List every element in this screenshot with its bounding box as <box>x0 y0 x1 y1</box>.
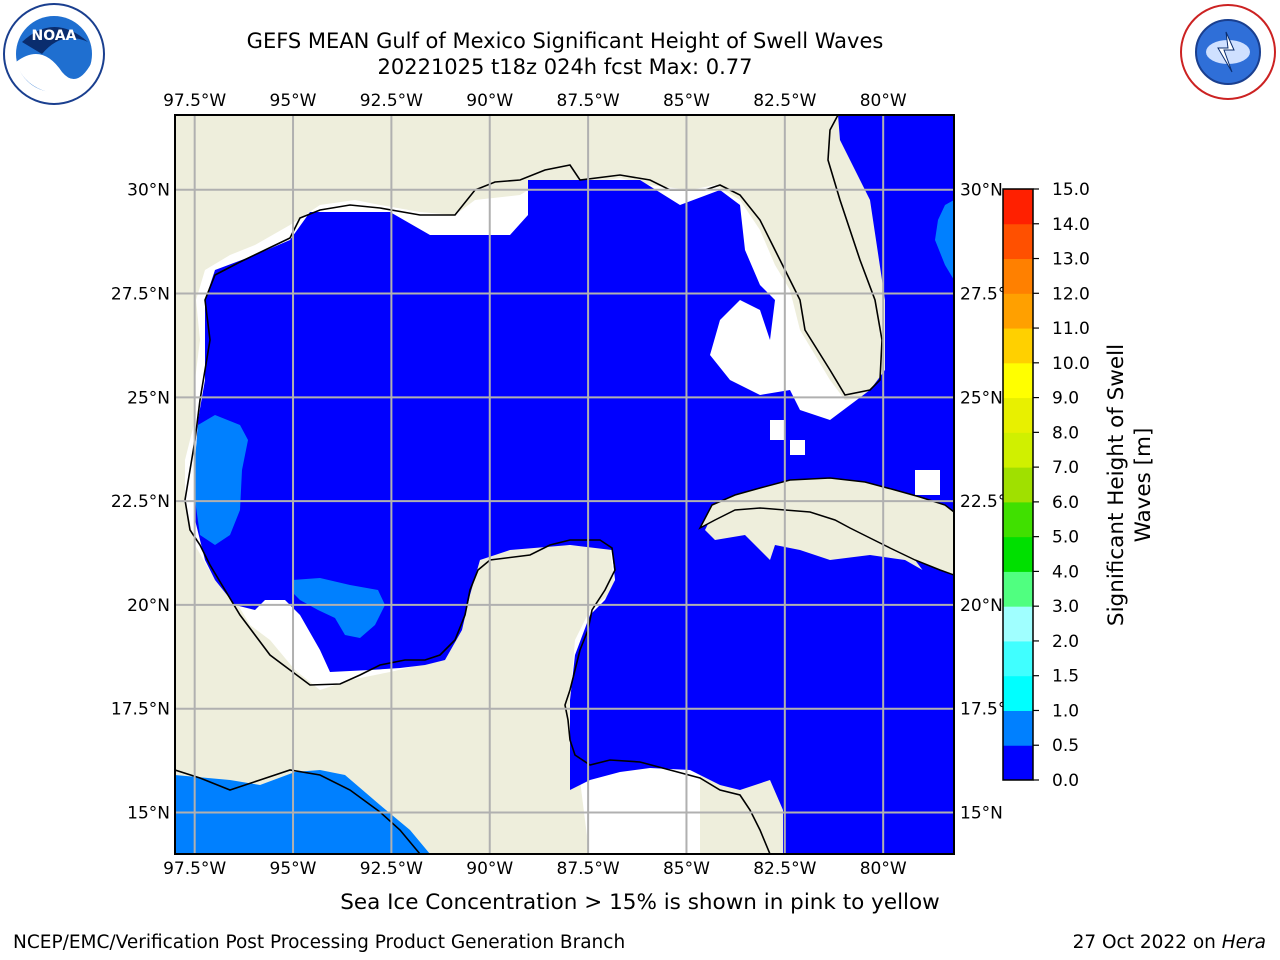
colorbar-tick-label: 4.0 <box>1052 562 1079 582</box>
colorbar-segment <box>1003 397 1033 433</box>
map-field <box>175 115 954 854</box>
lon-label-bottom: 82.5°W <box>753 859 816 879</box>
lon-label-bottom: 80°W <box>860 859 907 879</box>
colorbar-tick-label: 13.0 <box>1052 250 1090 270</box>
colorbar-segment <box>1003 258 1033 294</box>
colorbar-tick-label: 7.0 <box>1052 458 1079 478</box>
colorbar-tick-label: 15.0 <box>1052 180 1090 200</box>
colorbar-label-line1: Significant Height of Swell <box>1104 344 1129 626</box>
colorbar-frame <box>1002 188 1034 781</box>
colorbar-segment <box>1003 640 1033 677</box>
credit-date-text: 27 Oct 2022 on <box>1072 932 1222 953</box>
colorbar-tick-label: 0.5 <box>1052 736 1079 756</box>
colorbar-tick-label: 10.0 <box>1052 354 1090 374</box>
lon-label-bottom: 85°W <box>663 859 710 879</box>
colorbar-segment <box>1003 710 1033 746</box>
colorbar-segment <box>1003 223 1033 260</box>
lon-label-top: 80°W <box>860 91 907 111</box>
credit-host: Hera <box>1221 932 1266 953</box>
ocean-mask-islands <box>770 420 940 495</box>
colorbar-segment <box>1003 362 1033 399</box>
colorbar-tick-label: 12.0 <box>1052 284 1090 304</box>
colorbar-tick-label: 9.0 <box>1052 389 1079 409</box>
colorbar-tick-label: 11.0 <box>1052 319 1090 339</box>
longitude-labels-top: 97.5°W 95°W 92.5°W 90°W 87.5°W 85°W 82.5°W 80°W <box>163 91 907 111</box>
colorbar-segment <box>1003 501 1033 538</box>
lon-label-top: 85°W <box>663 91 710 111</box>
nws-logo-icon <box>1180 4 1276 100</box>
colorbar-segment <box>1003 467 1033 503</box>
colorbar-segment <box>1003 293 1033 329</box>
colorbar-tick-label: 8.0 <box>1052 423 1079 443</box>
credit-date: 27 Oct 2022 on Hera <box>1073 932 1266 953</box>
map-subtitle: 20221025 t18z 024h fcst Max: 0.77 <box>377 55 753 79</box>
latitude-labels-left: 30°N 27.5°N 25°N 22.5°N 20°N 17.5°N 15°N <box>111 181 170 824</box>
lon-label-top: 82.5°W <box>753 91 816 111</box>
lat-label-right: 15°N <box>960 803 1003 823</box>
lat-label-left: 17.5°N <box>111 700 170 720</box>
lon-label-top: 95°W <box>270 91 317 111</box>
colorbar-segment <box>1003 675 1033 711</box>
colorbar-tick-label: 3.0 <box>1052 597 1079 617</box>
lat-label-left: 20°N <box>127 596 170 616</box>
lon-label-bottom: 95°W <box>270 859 317 879</box>
colorbar-tick-label: 1.0 <box>1052 701 1079 721</box>
colorbar-tick-label: 14.0 <box>1052 215 1090 235</box>
lon-label-bottom: 90°W <box>466 859 513 879</box>
lon-label-top: 90°W <box>466 91 513 111</box>
ocean-swell-0-0.5m <box>195 115 954 854</box>
coastline-gulf <box>175 115 883 854</box>
noaa-logo-text: NOAA <box>32 28 77 44</box>
colorbar-segment <box>1003 606 1033 642</box>
colorbar-tick-label: 0.0 <box>1052 771 1079 791</box>
colorbar-label-line2: Waves [m] <box>1131 428 1156 543</box>
lat-label-left: 25°N <box>127 388 170 408</box>
lat-label-left: 27.5°N <box>111 285 170 305</box>
colorbar-segment <box>1003 189 1033 225</box>
lon-label-bottom: 97.5°W <box>163 859 226 879</box>
credit-branch: NCEP/EMC/Verification Post Processing Pr… <box>13 932 626 953</box>
lat-label-left: 15°N <box>127 803 170 823</box>
colorbar-tick-label: 5.0 <box>1052 528 1079 548</box>
map-title: GEFS MEAN Gulf of Mexico Significant Hei… <box>246 29 884 53</box>
lon-label-top: 87.5°W <box>557 91 620 111</box>
lat-label-left: 22.5°N <box>111 492 170 512</box>
lat-label-left: 30°N <box>127 181 170 201</box>
ocean-swell-0.5-1m-campeche <box>292 578 385 638</box>
colorbar-segment <box>1003 745 1033 781</box>
colorbar: 15.0 14.0 13.0 12.0 11.0 10.0 9.0 8.0 7.0 6.0 5.0 4… <box>1002 180 1090 791</box>
lon-label-bottom: 92.5°W <box>360 859 423 879</box>
graticule <box>175 115 954 854</box>
lat-label-right: 30°N <box>960 181 1003 201</box>
map-frame <box>174 114 955 855</box>
colorbar-segment <box>1003 571 1033 607</box>
colorbar-tick-label: 6.0 <box>1052 493 1079 513</box>
ocean-swell-0.5-1m-west <box>195 415 248 545</box>
lon-label-top: 97.5°W <box>163 91 226 111</box>
lon-label-bottom: 87.5°W <box>557 859 620 879</box>
noaa-logo-icon: NOAA <box>3 3 105 105</box>
lon-label-top: 92.5°W <box>360 91 423 111</box>
colorbar-segment <box>1003 432 1033 468</box>
lat-label-right: 25°N <box>960 388 1003 408</box>
ocean-swell-0.5-1m-atlantic <box>935 200 954 280</box>
colorbar-tick-label: 2.0 <box>1052 632 1079 652</box>
colorbar-segment <box>1003 536 1033 572</box>
lat-label-right: 20°N <box>960 596 1003 616</box>
longitude-labels-bottom: 97.5°W 95°W 92.5°W 90°W 87.5°W 85°W 82.5°W 80°W <box>163 859 907 879</box>
sea-ice-note: Sea Ice Concentration > 15% is shown in … <box>340 890 940 915</box>
colorbar-segment <box>1003 328 1033 364</box>
colorbar-tick-label: 1.5 <box>1052 667 1079 687</box>
